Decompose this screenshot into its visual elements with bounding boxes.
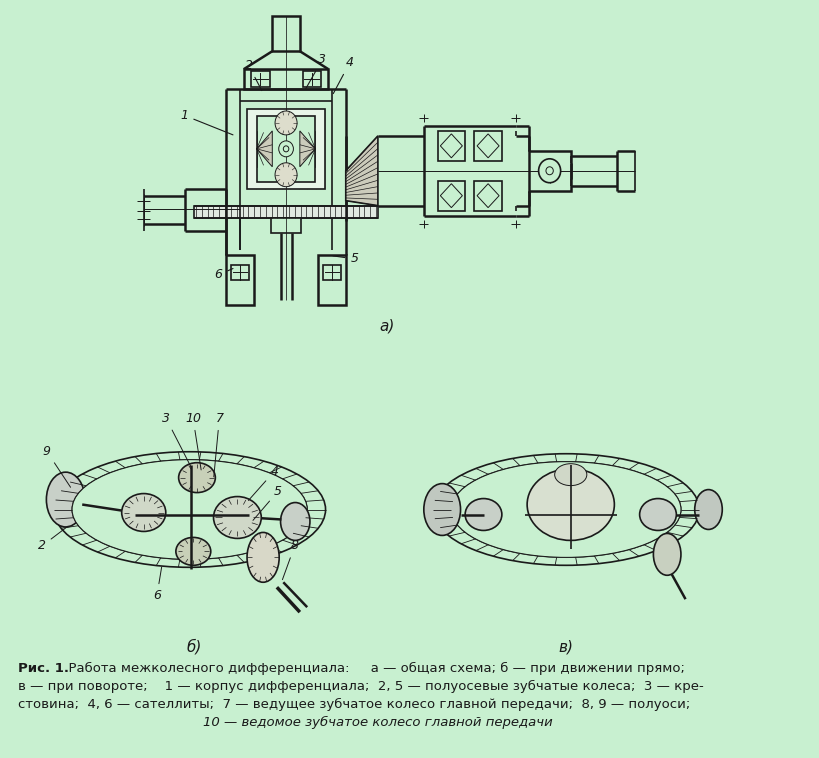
- Polygon shape: [437, 180, 464, 211]
- Polygon shape: [477, 183, 499, 208]
- Ellipse shape: [432, 454, 699, 565]
- Polygon shape: [243, 69, 328, 89]
- Ellipse shape: [175, 537, 210, 565]
- Polygon shape: [440, 183, 462, 208]
- Polygon shape: [473, 131, 501, 161]
- Text: 7: 7: [214, 412, 223, 477]
- Text: 3: 3: [305, 53, 326, 89]
- Ellipse shape: [450, 462, 680, 557]
- Text: 10: 10: [185, 412, 201, 470]
- Circle shape: [283, 146, 288, 152]
- Polygon shape: [323, 265, 341, 280]
- Text: в): в): [558, 639, 573, 654]
- Polygon shape: [272, 17, 300, 52]
- Ellipse shape: [179, 462, 215, 493]
- Text: 2: 2: [244, 59, 261, 91]
- Ellipse shape: [527, 468, 613, 540]
- Ellipse shape: [423, 484, 460, 535]
- Text: 9: 9: [43, 445, 70, 487]
- Text: а): а): [379, 318, 394, 334]
- Ellipse shape: [47, 472, 85, 527]
- Text: 10 — ведомое зубчатое колесо главной передачи: 10 — ведомое зубчатое колесо главной пер…: [203, 716, 552, 729]
- Polygon shape: [477, 134, 499, 158]
- Text: 4: 4: [333, 56, 353, 93]
- Ellipse shape: [213, 496, 261, 538]
- Polygon shape: [251, 71, 269, 87]
- Ellipse shape: [247, 532, 278, 582]
- Text: в — при повороте;    1 — корпус дифференциала;  2, 5 — полуосевые зубчатые колес: в — при повороте; 1 — корпус дифференциа…: [18, 680, 703, 693]
- Polygon shape: [318, 255, 346, 305]
- Text: 6: 6: [215, 268, 233, 281]
- Circle shape: [538, 159, 560, 183]
- Ellipse shape: [653, 534, 680, 575]
- Polygon shape: [226, 255, 254, 305]
- Ellipse shape: [464, 499, 501, 531]
- Polygon shape: [256, 116, 315, 182]
- Polygon shape: [437, 131, 464, 161]
- Polygon shape: [346, 136, 378, 205]
- Polygon shape: [302, 71, 320, 87]
- Text: 6: 6: [152, 567, 161, 602]
- Polygon shape: [271, 218, 301, 233]
- Polygon shape: [231, 265, 249, 280]
- Text: 3: 3: [162, 412, 191, 467]
- Ellipse shape: [450, 462, 680, 557]
- Text: б): б): [186, 639, 201, 655]
- Polygon shape: [194, 205, 378, 218]
- Text: 4: 4: [248, 465, 278, 500]
- Text: 1: 1: [180, 109, 233, 135]
- Ellipse shape: [72, 459, 307, 559]
- Circle shape: [545, 167, 553, 175]
- Polygon shape: [247, 109, 324, 189]
- Circle shape: [274, 111, 296, 135]
- Polygon shape: [473, 180, 501, 211]
- Ellipse shape: [72, 459, 307, 559]
- Ellipse shape: [694, 490, 722, 529]
- Text: 5: 5: [253, 484, 282, 520]
- Circle shape: [274, 163, 296, 186]
- Circle shape: [278, 141, 293, 157]
- Ellipse shape: [121, 493, 165, 531]
- Ellipse shape: [554, 464, 586, 486]
- Ellipse shape: [280, 503, 310, 540]
- Text: Работа межколесного дифференциала:     а — общая схема; б — при движении прямо;: Работа межколесного дифференциала: а — о…: [60, 662, 684, 675]
- Polygon shape: [300, 131, 315, 167]
- Polygon shape: [256, 131, 272, 167]
- Ellipse shape: [639, 499, 676, 531]
- Text: 5: 5: [333, 252, 358, 265]
- Text: Рис. 1.: Рис. 1.: [18, 662, 69, 675]
- Polygon shape: [529, 151, 570, 191]
- Text: 2: 2: [38, 526, 68, 553]
- Polygon shape: [440, 134, 462, 158]
- Text: стовина;  4, 6 — сателлиты;  7 — ведущее зубчатое колесо главной передачи;  8, 9: стовина; 4, 6 — сателлиты; 7 — ведущее з…: [18, 698, 690, 711]
- Ellipse shape: [54, 452, 325, 567]
- Text: 8: 8: [282, 540, 298, 580]
